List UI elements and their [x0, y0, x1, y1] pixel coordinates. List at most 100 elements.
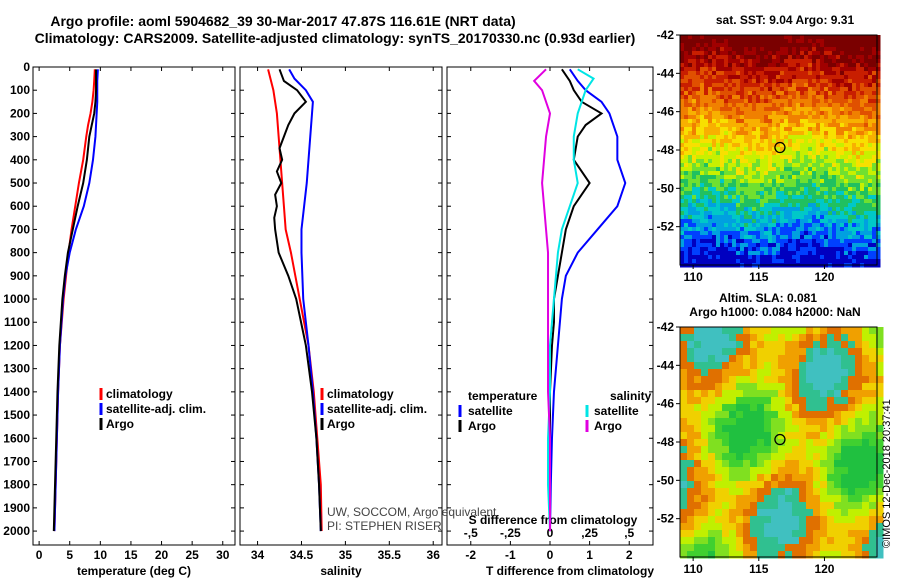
sla-map-title-line-2: Argo h1000: 0.084 h2000: NaN — [689, 305, 860, 319]
map-lat-label: -48 — [657, 143, 675, 157]
depth-tick-label: 800 — [10, 246, 30, 260]
sla-map: -42 -44 -46 -48 -50 -52 110 115 120 — [657, 320, 884, 576]
depth-tick-label: 1400 — [3, 385, 30, 399]
x-tick-label: 0 — [547, 548, 554, 562]
plot-frame — [32, 66, 236, 546]
s-diff-tick-label: ,5 — [624, 526, 634, 540]
legend-label: Argo — [594, 419, 622, 433]
x-axis-label: salinity — [320, 564, 362, 578]
map-pixels — [680, 327, 884, 559]
depth-tick-label: 0 — [23, 60, 30, 74]
depth-tick-label: 1500 — [3, 408, 30, 422]
watermark: ©IMOS 12-Dec-2018 20:37:41 — [881, 399, 893, 548]
map-lon-label: 110 — [683, 562, 703, 576]
map-lon-label: 110 — [683, 270, 703, 284]
x-tick-label: 34.5 — [290, 548, 314, 562]
credit-line-2: PI: STEPHEN RISER — [327, 519, 442, 533]
map-lon-label: 120 — [814, 562, 834, 576]
x-tick-label: 5 — [66, 548, 73, 562]
map-lat-label: -42 — [657, 28, 675, 42]
s-diff-tick-label: 0 — [547, 526, 554, 540]
map-lat-label: -46 — [657, 397, 675, 411]
depth-tick-label: 1700 — [3, 454, 30, 468]
temperature-panel: 0100200300400500600700800900100011001200… — [3, 60, 236, 578]
x-tick-label: 30 — [216, 548, 230, 562]
depth-tick-label: 2000 — [3, 524, 30, 538]
x-tick-label: 20 — [155, 548, 169, 562]
x-tick-label: 34 — [251, 548, 265, 562]
depth-tick-label: 1200 — [3, 338, 30, 352]
depth-tick-label: 1900 — [3, 501, 30, 515]
legend-label: Argo — [468, 419, 496, 433]
depth-tick-label: 1100 — [4, 315, 30, 329]
x-axis-label: T difference from climatology — [486, 564, 654, 578]
legend-label: Argo — [106, 417, 134, 431]
legend-label: satellite-adj. clim. — [106, 402, 206, 416]
x-tick-label: -2 — [465, 548, 476, 562]
x-tick-label: 36 — [427, 548, 441, 562]
map-lat-label: -48 — [657, 435, 675, 449]
x-tick-label: 1 — [586, 548, 593, 562]
x-tick-label: 15 — [124, 548, 138, 562]
map-lon-label: 115 — [749, 562, 769, 576]
x-axis-label: temperature (deg C) — [77, 564, 191, 578]
x-tick-label: 25 — [185, 548, 199, 562]
legend-label: climatology — [106, 387, 173, 401]
depth-tick-label: 100 — [10, 83, 30, 97]
map-lat-label: -46 — [657, 105, 675, 119]
x-tick-label: 35.5 — [378, 548, 402, 562]
depth-tick-label: 700 — [10, 222, 30, 236]
s-diff-axis-label: S difference from climatology — [469, 513, 638, 527]
float-position-marker — [774, 433, 786, 446]
plot-frame — [239, 66, 443, 546]
x-tick-label: 0 — [36, 548, 43, 562]
series-line-argo — [52, 69, 98, 532]
s-diff-tick-label: -,5 — [464, 526, 478, 540]
map-lat-label: -44 — [657, 66, 675, 80]
map-lon-label: 115 — [749, 270, 769, 284]
series-line-temperature-satellite — [549, 68, 627, 532]
s-diff-tick-label: ,25 — [581, 526, 598, 540]
map-pixels — [680, 35, 881, 268]
depth-tick-label: 600 — [10, 199, 30, 213]
difference-panel: -2 -1 0 1 2 T difference from climatology -,5 -… — [446, 66, 654, 578]
map-lat-label: -50 — [657, 473, 675, 487]
sst-map-title: sat. SST: 9.04 Argo: 9.31 — [716, 13, 855, 27]
title-line-1: Argo profile: aoml 5904682_39 30-Mar-201… — [50, 13, 515, 29]
map-lat-label: -52 — [657, 220, 675, 234]
x-tick-label: 2 — [626, 548, 633, 562]
map-lat-label: -50 — [657, 181, 675, 195]
sst-map: -42 -44 -46 -48 -50 -52 110 115 120 — [657, 28, 881, 284]
series-line-argo — [273, 68, 322, 532]
float-position-marker — [774, 141, 786, 154]
depth-tick-label: 300 — [10, 130, 30, 144]
sla-map-title-line-1: Altim. SLA: 0.081 — [719, 291, 817, 305]
x-tick-label: 35 — [339, 548, 353, 562]
depth-tick-label: 1600 — [3, 431, 30, 445]
depth-tick-label: 900 — [10, 269, 30, 283]
depth-tick-label: 500 — [10, 176, 30, 190]
legend-title-salinity: salinity — [610, 389, 652, 403]
depth-tick-label: 400 — [10, 153, 30, 167]
legend-label: satellite — [468, 404, 513, 418]
map-lat-label: -52 — [657, 512, 675, 526]
title-line-2: Climatology: CARS2009. Satellite-adjuste… — [35, 30, 636, 46]
map-lat-label: -42 — [657, 320, 675, 334]
x-tick-label: -1 — [505, 548, 516, 562]
map-lon-label: 120 — [814, 270, 834, 284]
legend-title-temperature: temperature — [468, 389, 538, 403]
legend-label: satellite-adj. clim. — [327, 402, 427, 416]
depth-tick-label: 1000 — [3, 292, 30, 306]
depth-tick-label: 200 — [10, 106, 30, 120]
depth-tick-label: 1800 — [3, 478, 30, 492]
s-diff-tick-label: -,25 — [500, 526, 521, 540]
salinity-panel: 34 34.5 35 35.5 36 salinity climatologysatelli… — [239, 66, 443, 578]
series-line-salinity-argo — [532, 68, 552, 532]
depth-tick-label: 1300 — [3, 362, 30, 376]
map-lat-label: -44 — [657, 358, 675, 372]
legend-label: climatology — [327, 387, 394, 401]
legend-label: Argo — [327, 417, 355, 431]
x-tick-label: 10 — [94, 548, 108, 562]
credit-line-1: UW, SOCCOM, Argo equivalent — [327, 505, 497, 519]
